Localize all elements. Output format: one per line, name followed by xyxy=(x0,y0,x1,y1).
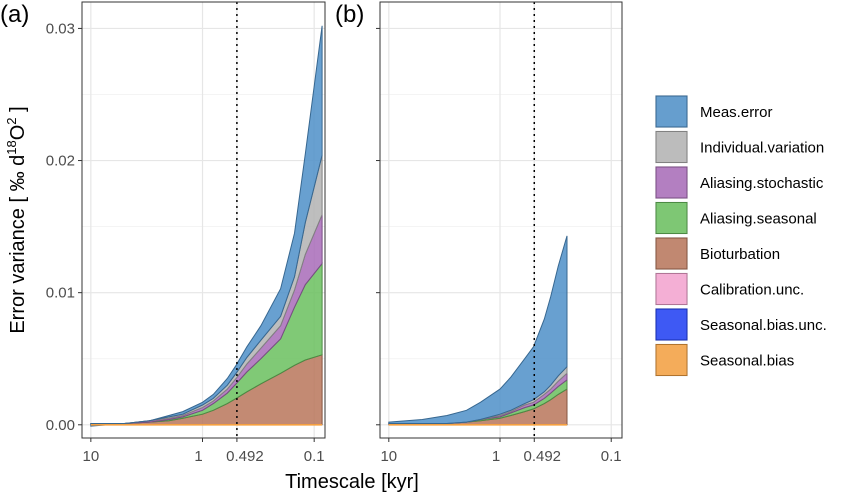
y-axis-title-sup2: 2 xyxy=(4,117,19,124)
legend-label: Meas.error xyxy=(700,104,773,121)
legend-swatch xyxy=(655,202,688,234)
panel-border xyxy=(379,1,623,439)
panel-b: (b) 10 1 0.492 0.1 xyxy=(335,1,623,465)
legend-label: Aliasing.seasonal xyxy=(700,211,817,228)
y-tick-label: 0.01 xyxy=(46,285,75,302)
area-meas-error xyxy=(388,235,568,424)
legend-swatch xyxy=(655,308,688,341)
legend-label: Seasonal.bias.unc. xyxy=(700,317,827,334)
panel-a: (a) 10 1 0.492 0.1 0.00 0.01 0.02 0.03 xyxy=(0,1,326,465)
x-tick-label: 0.1 xyxy=(304,448,325,465)
x-axis-title: Timescale [kyr] xyxy=(285,471,419,493)
legend-label: Aliasing.stochastic xyxy=(700,175,824,192)
legend-swatch xyxy=(655,166,688,199)
panel-border xyxy=(81,1,326,439)
panel-tag: (b) xyxy=(335,1,364,28)
x-tick-label: 1 xyxy=(194,448,202,465)
y-axis-title: Error variance [ ‰ d18O2 ] xyxy=(4,106,29,333)
x-tick-label: 10 xyxy=(82,448,99,465)
y-tick-label: 0.03 xyxy=(46,20,75,37)
x-tick-label: 10 xyxy=(380,448,397,465)
legend-swatch xyxy=(655,273,688,305)
legend-label: Individual.variation xyxy=(700,140,824,157)
y-axis-title-mid: O xyxy=(7,125,29,141)
legend-label: Seasonal.bias xyxy=(700,353,794,370)
area-meas-error xyxy=(90,25,323,427)
y-tick-label: 0.02 xyxy=(46,153,75,170)
x-tick-label: 0.1 xyxy=(601,448,622,465)
legend-swatch xyxy=(655,131,688,163)
y-tick-label: 0.00 xyxy=(46,417,75,434)
legend-swatch xyxy=(655,344,688,376)
x-tick-label: 1 xyxy=(492,448,500,465)
legend-swatch xyxy=(655,95,688,128)
x-tick-label: 0.492 xyxy=(523,448,561,465)
y-axis-title-prefix: Error variance [ ‰ d xyxy=(7,155,29,334)
x-tick-label: 0.492 xyxy=(226,448,264,465)
legend: Meas.error Individual.variation Aliasing.s… xyxy=(655,95,827,377)
y-axis-title-sup1: 18 xyxy=(4,140,19,154)
legend-label: Bioturbation xyxy=(700,246,780,263)
panel-tag: (a) xyxy=(0,1,29,28)
y-axis-title-suffix: ] xyxy=(7,106,29,117)
legend-label: Calibration.unc. xyxy=(700,282,804,299)
legend-swatch xyxy=(655,237,688,270)
